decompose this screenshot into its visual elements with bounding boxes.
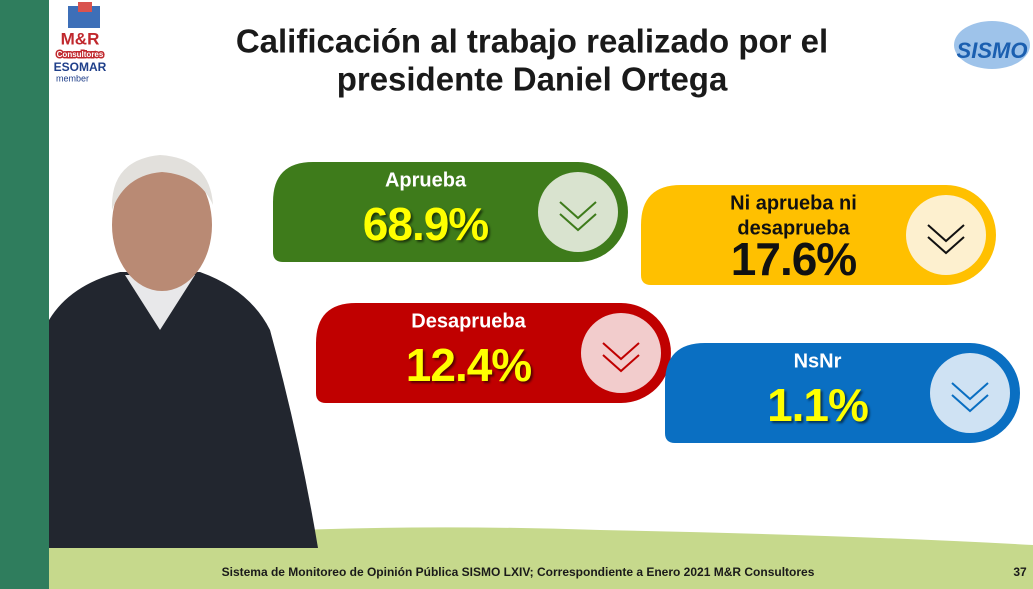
card-shape <box>273 162 628 262</box>
chevron <box>602 354 640 373</box>
sismo-logo: SISMO <box>957 38 1028 63</box>
chevron <box>951 394 989 413</box>
logo-member: member <box>56 73 89 83</box>
result-card: Aprueba 68.9% <box>273 162 628 262</box>
card-value: 17.6% <box>731 233 857 285</box>
card-label: Desaprueba <box>411 310 526 332</box>
logo-sub: Consultores <box>57 50 104 59</box>
chevron <box>927 236 965 255</box>
card-shape <box>641 185 996 285</box>
logo-icon <box>78 2 92 12</box>
card-label: Aprueba <box>385 169 467 191</box>
page-number: 37 <box>1013 565 1027 579</box>
chevron-circle <box>581 313 661 393</box>
card-value: 1.1% <box>767 379 868 431</box>
sismo-map <box>954 21 1030 69</box>
logo-brand: M&R <box>61 29 100 48</box>
side-strip <box>0 0 49 589</box>
chevron-circle <box>930 353 1010 433</box>
title-line: Calificación al trabajo realizado por el <box>236 23 828 60</box>
logo-esomar: ESOMAR <box>54 60 107 74</box>
portrait <box>49 155 318 548</box>
chevron <box>559 201 597 220</box>
chevron-circle <box>538 172 618 252</box>
card-shape <box>665 343 1020 443</box>
chevron-circle <box>906 195 986 275</box>
card-label: Ni aprueba ni <box>730 192 857 214</box>
chevron <box>927 224 965 243</box>
chevron <box>602 342 640 361</box>
card-shape <box>316 303 671 403</box>
footer-text: Sistema de Monitoreo de Opinión Pública … <box>222 565 815 579</box>
result-card: Desaprueba 12.4% <box>316 303 671 403</box>
result-card: NsNr 1.1% <box>665 343 1020 443</box>
card-label: NsNr <box>794 350 842 372</box>
chevron <box>951 382 989 401</box>
title-line: presidente Daniel Ortega <box>337 61 728 98</box>
chevron <box>559 213 597 232</box>
card-value: 68.9% <box>363 198 489 250</box>
card-value: 12.4% <box>406 339 532 391</box>
card-label: desaprueba <box>737 217 850 239</box>
